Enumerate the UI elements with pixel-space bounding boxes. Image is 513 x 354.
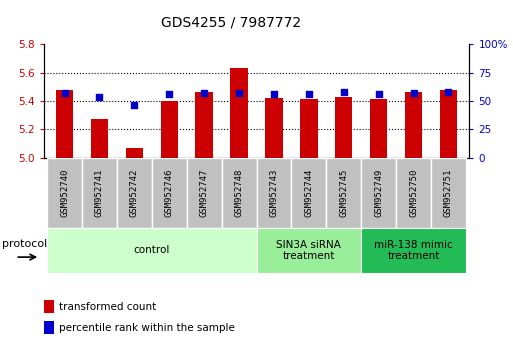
Bar xyxy=(222,158,256,228)
Bar xyxy=(82,158,117,228)
Bar xyxy=(396,158,431,228)
Bar xyxy=(187,158,222,228)
Point xyxy=(61,90,69,96)
Point xyxy=(165,91,173,97)
Text: GSM952747: GSM952747 xyxy=(200,169,209,217)
Bar xyxy=(326,158,361,228)
Text: GSM952746: GSM952746 xyxy=(165,169,174,217)
Bar xyxy=(91,119,108,158)
Bar xyxy=(361,228,466,273)
Text: GSM952742: GSM952742 xyxy=(130,169,139,217)
Text: control: control xyxy=(133,245,170,256)
Bar xyxy=(117,158,152,228)
Bar xyxy=(44,321,54,334)
Point xyxy=(374,91,383,97)
Text: percentile rank within the sample: percentile rank within the sample xyxy=(58,323,234,333)
Point xyxy=(409,90,418,96)
Bar xyxy=(265,98,283,158)
Bar xyxy=(56,90,73,158)
Bar xyxy=(126,148,143,158)
Bar xyxy=(405,92,422,158)
Point xyxy=(200,90,208,96)
Bar xyxy=(256,228,361,273)
Bar xyxy=(152,158,187,228)
Bar xyxy=(195,92,213,158)
Text: GSM952748: GSM952748 xyxy=(234,169,244,217)
Text: protocol: protocol xyxy=(2,239,47,249)
Bar xyxy=(335,97,352,158)
Text: GSM952749: GSM952749 xyxy=(374,169,383,217)
Text: GSM952741: GSM952741 xyxy=(95,169,104,217)
Text: miR-138 mimic
treatment: miR-138 mimic treatment xyxy=(374,240,453,261)
Point xyxy=(340,89,348,95)
Bar xyxy=(47,158,82,228)
Point xyxy=(305,91,313,97)
Bar xyxy=(161,101,178,158)
Text: GSM952744: GSM952744 xyxy=(304,169,313,217)
Bar xyxy=(230,68,248,158)
Bar xyxy=(47,228,256,273)
Text: GSM952740: GSM952740 xyxy=(60,169,69,217)
Point xyxy=(95,95,104,100)
Bar xyxy=(300,99,318,158)
Point xyxy=(270,91,278,97)
Bar xyxy=(440,90,457,158)
Text: GSM952751: GSM952751 xyxy=(444,169,453,217)
Text: transformed count: transformed count xyxy=(58,302,156,312)
Text: SIN3A siRNA
treatment: SIN3A siRNA treatment xyxy=(277,240,341,261)
Bar xyxy=(431,158,466,228)
Text: GSM952750: GSM952750 xyxy=(409,169,418,217)
Point xyxy=(130,103,139,108)
Bar xyxy=(44,300,54,313)
Bar xyxy=(370,99,387,158)
Bar xyxy=(256,158,291,228)
Text: GSM952743: GSM952743 xyxy=(269,169,279,217)
Point xyxy=(235,90,243,96)
Text: GDS4255 / 7987772: GDS4255 / 7987772 xyxy=(161,16,301,30)
Bar xyxy=(361,158,396,228)
Text: GSM952745: GSM952745 xyxy=(339,169,348,217)
Point xyxy=(444,89,452,95)
Bar xyxy=(291,158,326,228)
